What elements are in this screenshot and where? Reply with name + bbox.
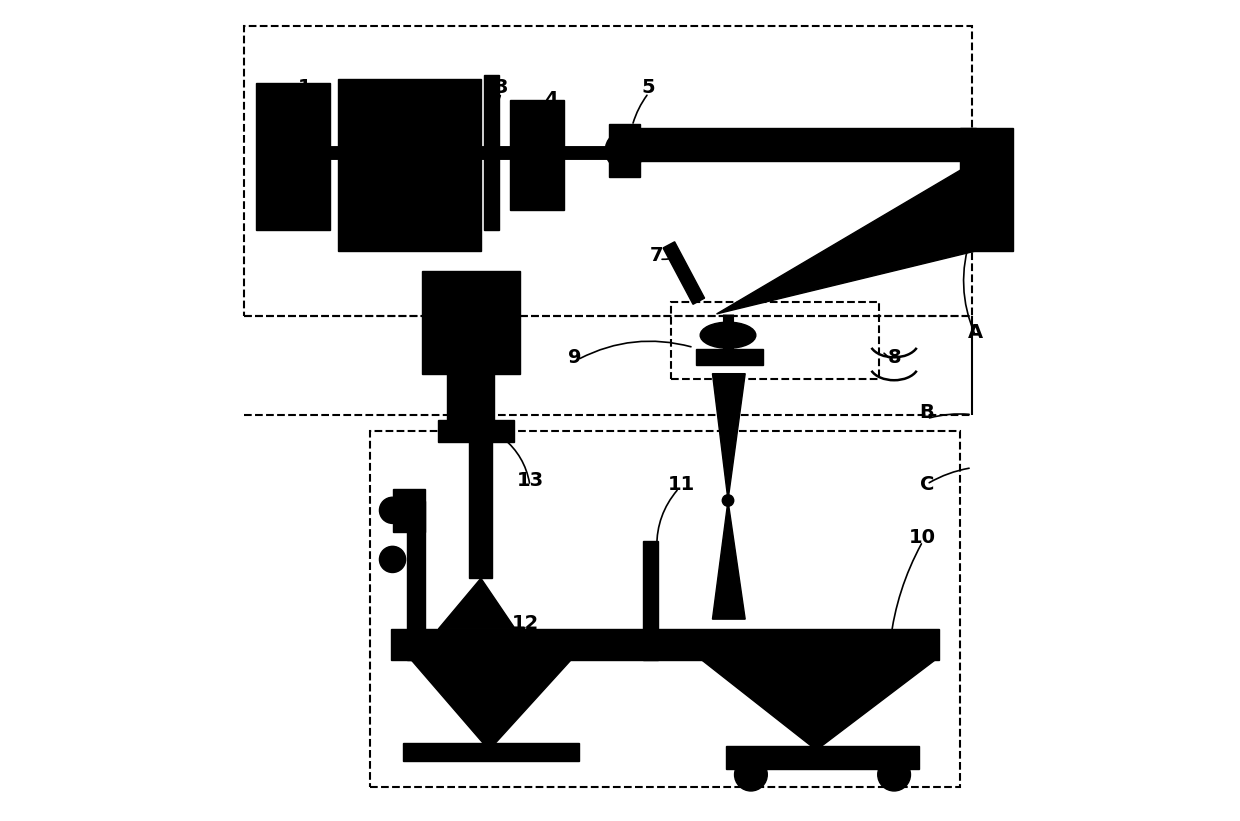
Bar — [960, 128, 1013, 251]
Bar — [469, 439, 491, 578]
Bar — [609, 124, 640, 177]
Text: 1: 1 — [298, 78, 311, 97]
Circle shape — [379, 546, 405, 572]
Circle shape — [734, 759, 768, 791]
Text: 8: 8 — [888, 348, 901, 367]
Bar — [511, 99, 563, 210]
Polygon shape — [663, 242, 704, 305]
Circle shape — [379, 498, 405, 524]
Bar — [371, 431, 960, 787]
Bar — [391, 629, 939, 660]
Text: 10: 10 — [909, 528, 936, 547]
Polygon shape — [702, 660, 935, 750]
Bar — [484, 75, 498, 231]
Bar — [696, 349, 763, 365]
Text: 3: 3 — [495, 78, 508, 97]
Bar — [337, 79, 481, 251]
Ellipse shape — [701, 322, 756, 348]
Bar — [727, 746, 919, 769]
Bar — [407, 501, 425, 660]
Bar — [393, 489, 425, 531]
Text: 13: 13 — [516, 470, 543, 489]
Polygon shape — [717, 161, 976, 314]
Bar — [446, 371, 494, 420]
Text: C: C — [920, 475, 934, 493]
Text: B: B — [919, 403, 934, 423]
Text: 11: 11 — [668, 475, 694, 493]
Bar — [422, 272, 520, 374]
Text: 14: 14 — [455, 356, 482, 375]
Bar — [642, 541, 657, 660]
Polygon shape — [412, 660, 570, 750]
Bar — [243, 26, 972, 316]
Text: 5: 5 — [642, 78, 656, 97]
Circle shape — [722, 495, 734, 507]
Circle shape — [878, 759, 910, 791]
Text: 12: 12 — [512, 614, 539, 633]
Polygon shape — [713, 374, 745, 501]
Text: 7: 7 — [650, 245, 663, 264]
Text: A: A — [968, 323, 983, 342]
Text: 9: 9 — [568, 348, 582, 367]
Polygon shape — [713, 501, 745, 619]
Bar — [255, 83, 330, 231]
Text: 4: 4 — [543, 90, 557, 109]
Bar — [671, 301, 879, 379]
Polygon shape — [439, 578, 516, 629]
Polygon shape — [636, 128, 976, 161]
Text: 2: 2 — [379, 78, 393, 97]
Bar — [439, 420, 513, 442]
Text: 6: 6 — [936, 217, 950, 236]
Circle shape — [605, 131, 645, 170]
Bar — [403, 743, 579, 761]
